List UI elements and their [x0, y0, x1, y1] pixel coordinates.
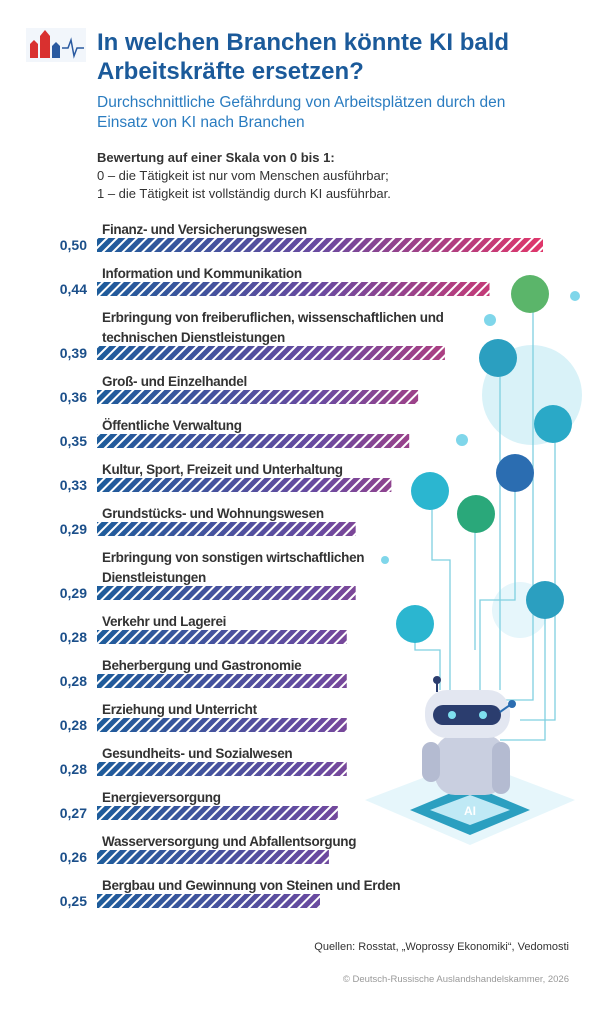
value-label: 0,25	[60, 893, 87, 909]
bar	[97, 478, 392, 492]
category-label: Beherbergung und Gastronomie	[102, 658, 302, 673]
bar	[97, 674, 347, 688]
copyright: © Deutsch-Russische Auslandshandelskamme…	[342, 974, 569, 985]
value-label: 0,33	[60, 477, 87, 493]
value-label: 0,28	[60, 761, 87, 777]
note-title: Bewertung auf einer Skala von 0 bis 1:	[97, 150, 335, 165]
category-label: Energieversorgung	[102, 790, 221, 805]
robot: AI	[365, 676, 575, 845]
value-label: 0,28	[60, 717, 87, 733]
bar	[97, 586, 356, 600]
bar	[97, 718, 347, 732]
value-label: 0,26	[60, 849, 87, 865]
value-label: 0,36	[60, 389, 87, 405]
category-label: Bergbau und Gewinnung von Steinen und Er…	[102, 878, 401, 893]
bar	[97, 762, 347, 776]
category-label: Wasserversorgung und Abfallentsorgung	[102, 834, 357, 849]
bar	[97, 806, 338, 820]
chart-title: In welchen Branchen könnte KI bald Arbei…	[97, 29, 510, 85]
category-label: Erbringung von freiberuflichen, wissensc…	[102, 310, 444, 345]
value-label: 0,50	[60, 237, 87, 253]
value-label: 0,35	[60, 433, 87, 449]
note-line: 1 – die Tätigkeit ist vollständig durch …	[97, 186, 391, 201]
value-label: 0,29	[60, 585, 87, 601]
bar	[97, 850, 329, 864]
bar	[97, 346, 445, 360]
svg-text:AI: AI	[464, 804, 476, 818]
bar	[97, 894, 320, 908]
bar	[97, 238, 543, 252]
category-label: Kultur, Sport, Freizeit und Unterhaltung	[102, 462, 343, 477]
bar	[97, 630, 347, 644]
note-line: 0 – die Tätigkeit ist nur vom Menschen a…	[97, 168, 389, 183]
bar	[97, 522, 356, 536]
category-label: Verkehr und Lagerei	[102, 614, 227, 629]
category-label: Information und Kommunikation	[102, 266, 302, 281]
category-label: Erziehung und Unterricht	[102, 702, 257, 717]
bar	[97, 282, 490, 296]
icons	[381, 275, 580, 643]
category-label: Groß- und Einzelhandel	[102, 374, 247, 389]
bar	[97, 434, 410, 448]
value-label: 0,44	[60, 281, 87, 297]
value-label: 0,28	[60, 629, 87, 645]
source: Quellen: Rosstat, „Woprossy Ekonomiki“, …	[314, 941, 569, 953]
chart-subtitle: Durchschnittliche Gefährdung von Arbeits…	[97, 94, 506, 131]
category-label: Gesundheits- und Sozialwesen	[102, 746, 293, 761]
value-label: 0,29	[60, 521, 87, 537]
category-label: Erbringung von sonstigen wirtschaftliche…	[102, 550, 365, 585]
value-label: 0,28	[60, 673, 87, 689]
category-label: Öffentliche Verwaltung	[102, 418, 242, 433]
value-label: 0,39	[60, 345, 87, 361]
category-label: Grundstücks- und Wohnungswesen	[102, 506, 324, 521]
bar	[97, 390, 419, 404]
value-label: 0,27	[60, 805, 87, 821]
category-label: Finanz- und Versicherungswesen	[102, 222, 307, 237]
logo	[26, 28, 86, 62]
